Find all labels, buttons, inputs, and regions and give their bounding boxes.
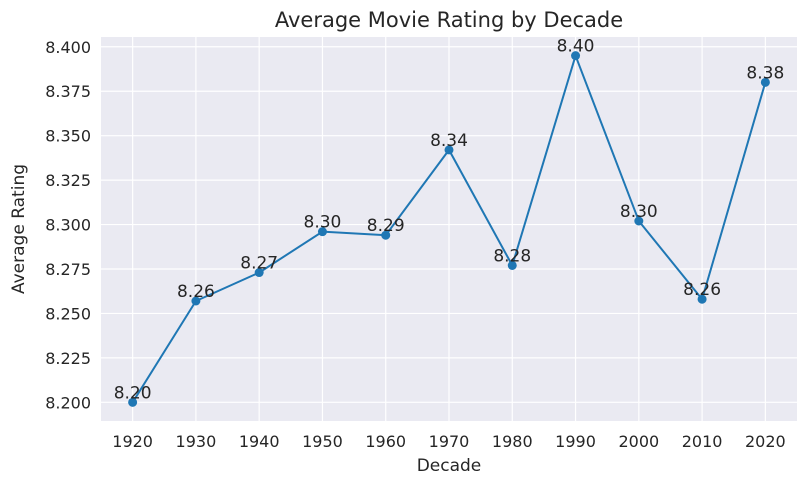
data-label: 8.40 <box>557 37 595 57</box>
y-tick-labels: 8.200 8.225 8.250 8.275 8.300 8.325 8.350 8.375… <box>45 38 91 413</box>
data-label: 8.20 <box>114 383 152 403</box>
y-tick-label: 8.400 <box>45 38 91 57</box>
x-tick-label: 2010 <box>682 432 723 451</box>
data-label: 8.38 <box>746 63 784 83</box>
y-axis-label: Average Rating <box>9 164 29 294</box>
x-tick-label: 1990 <box>555 432 596 451</box>
x-tick-label: 1940 <box>239 432 280 451</box>
data-label: 8.26 <box>683 280 721 300</box>
data-label: 8.29 <box>367 216 405 236</box>
data-label: 8.28 <box>493 246 531 266</box>
data-point <box>191 296 201 306</box>
data-point <box>507 260 517 270</box>
data-label: 8.30 <box>304 213 342 233</box>
x-tick-label: 1930 <box>176 432 217 451</box>
y-tick-label: 8.250 <box>45 304 91 323</box>
x-tick-label: 2000 <box>618 432 659 451</box>
data-point <box>760 77 770 87</box>
y-tick-label: 8.375 <box>45 82 91 101</box>
chart-title: Average Movie Rating by Decade <box>275 8 623 32</box>
y-tick-label: 8.325 <box>45 171 91 190</box>
data-point <box>254 268 264 278</box>
y-tick-label: 8.200 <box>45 393 91 412</box>
data-labels: 8.20 8.26 8.27 8.30 8.29 8.34 8.28 8.40 8.30 8.26… <box>114 37 785 404</box>
data-point <box>571 51 581 61</box>
y-tick-label: 8.275 <box>45 260 91 279</box>
data-point <box>444 145 454 155</box>
data-point <box>697 294 707 304</box>
x-tick-label: 1980 <box>492 432 533 451</box>
data-points <box>128 51 770 407</box>
data-point <box>317 227 327 237</box>
y-tick-label: 8.300 <box>45 216 91 235</box>
data-label: 8.27 <box>240 254 278 274</box>
data-label: 8.30 <box>620 202 658 222</box>
data-point <box>381 230 391 240</box>
data-label: 8.26 <box>177 282 215 302</box>
data-label: 8.34 <box>430 131 468 151</box>
y-tick-label: 8.225 <box>45 349 91 368</box>
x-tick-labels: 1920 1930 1940 1950 1960 1970 1980 1990 2000 2010… <box>112 432 785 451</box>
x-tick-label: 1920 <box>112 432 153 451</box>
x-tick-label: 1970 <box>429 432 470 451</box>
x-tick-label: 1950 <box>302 432 343 451</box>
x-tick-label: 2020 <box>745 432 786 451</box>
grid <box>101 37 797 421</box>
x-axis-label: Decade <box>417 456 482 476</box>
y-tick-label: 8.350 <box>45 127 91 146</box>
data-point <box>128 397 138 407</box>
data-point <box>634 216 644 226</box>
x-tick-label: 1960 <box>365 432 406 451</box>
